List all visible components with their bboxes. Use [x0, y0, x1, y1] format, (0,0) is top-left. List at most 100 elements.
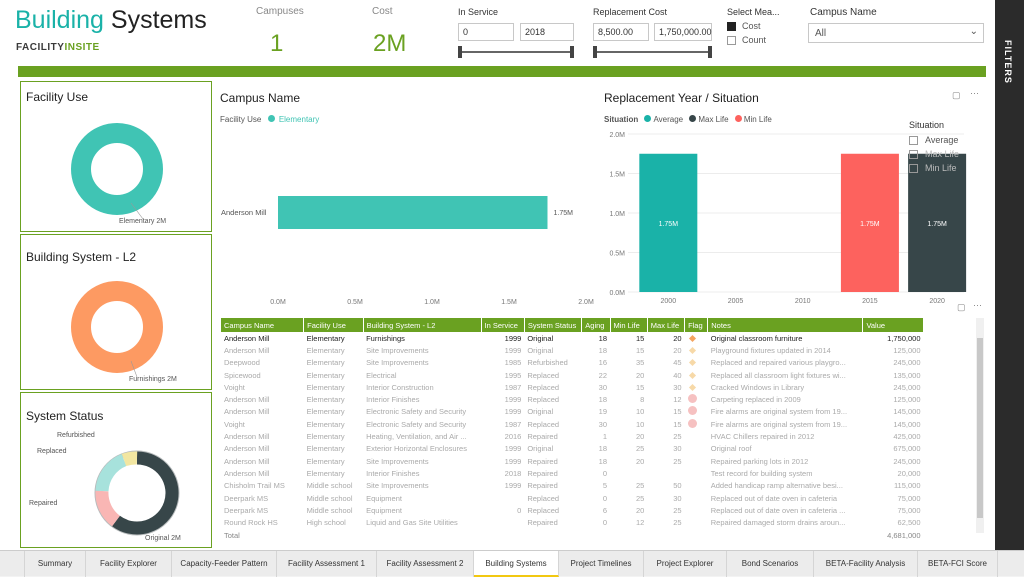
table-row[interactable]: Anderson Mill Elementary Furnishings 1999 Or… — [221, 332, 924, 344]
facility-use-donut[interactable]: Elementary 2M — [21, 82, 211, 231]
column-header[interactable]: Campus Name — [221, 318, 305, 332]
table-row[interactable]: Voight Elementary Interior Construction 198… — [221, 381, 924, 393]
table-row[interactable]: Spicewood Elementary Electrical 1995 Replace… — [221, 369, 924, 381]
system-status-donut[interactable]: Refurbished Replaced Repaired Original 2… — [21, 393, 211, 547]
tab-project-timelines[interactable]: Project Timelines — [559, 551, 644, 577]
tab-project-explorer[interactable]: Project Explorer — [644, 551, 727, 577]
column-header[interactable]: Min Life — [610, 318, 648, 332]
campus-bar-data-label: 1.75M — [554, 210, 574, 217]
table-row[interactable]: Anderson Mill Elementary Site Improvements… — [221, 455, 924, 467]
table-row[interactable]: Anderson Mill Elementary Electronic Safety… — [221, 406, 924, 418]
count-checkbox[interactable] — [727, 36, 736, 45]
table-cell: 1999 — [504, 333, 522, 343]
column-header[interactable]: System Status — [524, 318, 583, 332]
in-service-slider-max-handle[interactable] — [570, 46, 574, 58]
min-life-situation-checkbox[interactable] — [909, 164, 918, 173]
warning-diamond-icon — [688, 383, 696, 391]
table-cell: Replaced — [527, 382, 560, 392]
more-options-icon[interactable]: ⋯ — [970, 88, 979, 98]
year-bar-max-life[interactable] — [908, 153, 967, 292]
table-row[interactable]: Anderson Mill Elementary Interior Finishes… — [221, 467, 924, 479]
table-row[interactable]: Voight Elementary Electronic Safety and Se… — [221, 418, 924, 430]
table-row[interactable]: Chisholm Trail MS Middle school Site Impro… — [221, 480, 924, 492]
table-cell: Refurbished — [527, 358, 568, 368]
table-row[interactable]: Anderson Mill Elementary Interior Finishes… — [221, 393, 924, 405]
table-row[interactable]: Anderson Mill Elementary Exterior Horizont… — [221, 443, 924, 455]
tab-bond-scenarios[interactable]: Bond Scenarios — [727, 551, 814, 577]
table-focus-mode-icon[interactable]: ▢ — [957, 302, 966, 312]
table-row[interactable]: Deepwood Elementary Site Improvements 1985 R… — [221, 357, 924, 369]
column-header[interactable]: Max Life — [647, 318, 686, 332]
average-situation-checkbox[interactable] — [909, 136, 918, 145]
replacement-cost-max-input[interactable]: 1,750,000.00 — [654, 23, 712, 41]
column-header[interactable]: Building System - L2 — [363, 318, 482, 332]
focus-mode-icon[interactable]: ▢ — [952, 90, 961, 100]
table-cell: 15 — [673, 419, 682, 429]
replacement-cost-slider-track[interactable] — [595, 51, 710, 53]
table-more-options-icon[interactable]: ⋯ — [973, 300, 982, 310]
campus-dropdown[interactable]: All ⌄ — [808, 23, 984, 43]
tab-capacity-feeder-pattern[interactable]: Capacity-Feeder Pattern — [172, 551, 277, 577]
tab-facility-assessment-1[interactable]: Facility Assessment 1 — [277, 551, 377, 577]
campuses-kpi-value: 1 — [270, 30, 284, 57]
tab-building-systems[interactable]: Building Systems — [474, 551, 559, 577]
tab-facility-explorer[interactable]: Facility Explorer — [86, 551, 172, 577]
replacement-cost-slider-min-handle[interactable] — [593, 46, 597, 58]
year-bar-average[interactable] — [639, 153, 698, 292]
average-legend-label[interactable]: Average — [653, 115, 684, 124]
flag-cell — [685, 504, 708, 516]
campus-bar[interactable] — [278, 196, 548, 229]
max-life-situation-checkbox[interactable] — [909, 150, 918, 159]
table-cell: High school — [306, 518, 346, 528]
system-status-title: System Status — [26, 409, 104, 423]
table-cell: Electrical — [366, 370, 397, 380]
column-header[interactable]: Value — [862, 318, 924, 332]
column-header[interactable]: Notes — [707, 318, 864, 332]
tab-facility-assessment-2[interactable]: Facility Assessment 2 — [377, 551, 474, 577]
in-service-slider-min-handle[interactable] — [458, 46, 462, 58]
table-cell: 18 — [598, 333, 607, 343]
table-row[interactable]: Deerpark MS Middle school Equipment 0 Replac… — [221, 504, 924, 516]
in-service-slider-track[interactable] — [460, 51, 573, 53]
column-header[interactable]: Aging — [581, 318, 611, 332]
column-header[interactable]: Flag — [684, 318, 709, 332]
in-service-slicer-title: In Service — [458, 7, 499, 17]
table-row[interactable]: Anderson Mill Elementary Site Improvements… — [221, 344, 924, 356]
tab-scroll-left[interactable] — [0, 551, 25, 577]
max-life-legend-label[interactable]: Max Life — [698, 115, 729, 124]
tab-beta-facility-analysis[interactable]: BETA-Facility Analysis — [814, 551, 918, 577]
building-system-donut[interactable]: Furnishings 2M — [21, 235, 211, 389]
table-scrollbar-thumb[interactable] — [977, 338, 983, 518]
in-service-max-input[interactable]: 2018 — [520, 23, 574, 41]
facilityinsite-logo: FACILITYINSITE — [16, 42, 100, 53]
table-cell: Anderson Mill — [224, 456, 270, 466]
table-cell: 1995 — [504, 370, 522, 380]
tab-beta-fci-score[interactable]: BETA-FCI Score — [918, 551, 998, 577]
filters-pane[interactable]: FILTERS — [995, 0, 1024, 550]
table-cell: Repaired — [527, 432, 558, 442]
table-row[interactable]: Round Rock HS High school Liquid and Gas S… — [221, 516, 924, 528]
tab-summary[interactable]: Summary — [25, 551, 86, 577]
table-cell: Anderson Mill — [224, 444, 270, 454]
cost-checkbox[interactable] — [727, 22, 736, 31]
table-cell: 125,000 — [893, 395, 921, 405]
column-header[interactable]: In Service — [481, 318, 525, 332]
year-x-tick-label: 2005 — [728, 298, 744, 305]
building-system-title: Building System - L2 — [26, 250, 137, 264]
in-service-min-input[interactable]: 0 — [458, 23, 514, 41]
table-cell: 25 — [673, 432, 682, 442]
table-row[interactable]: Anderson Mill Elementary Heating, Ventilat… — [221, 430, 924, 442]
campus-chart-title: Campus Name — [220, 91, 301, 105]
flag-cell — [685, 406, 708, 418]
table-row[interactable]: Deerpark MS Middle school Equipment Replace… — [221, 492, 924, 504]
min-life-legend-label[interactable]: Min Life — [743, 115, 772, 124]
elementary-legend-label[interactable]: Elementary — [278, 115, 320, 124]
year-bar-min-life[interactable] — [840, 153, 899, 292]
warning-diamond-icon — [688, 334, 696, 342]
table-cell: Replaced all classroom light fixtures wi… — [710, 370, 846, 380]
replacement-cost-slider-max-handle[interactable] — [708, 46, 712, 58]
table-cell: Chisholm Trail MS — [224, 481, 285, 491]
replacement-cost-min-input[interactable]: 8,500.00 — [593, 23, 649, 41]
year-y-tick-label: 0.0M — [609, 290, 625, 297]
column-header[interactable]: Facility Use — [303, 318, 364, 332]
